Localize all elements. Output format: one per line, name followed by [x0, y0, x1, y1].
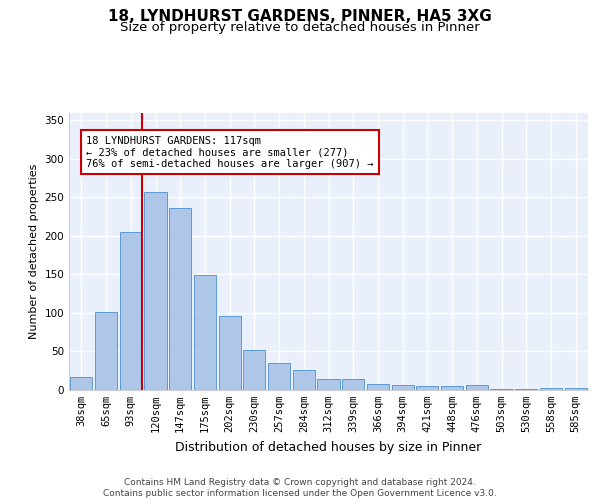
Bar [317, 379, 340, 390]
Bar [441, 386, 463, 390]
Bar [145, 192, 167, 390]
Bar [169, 208, 191, 390]
Bar [243, 350, 265, 390]
Bar [565, 388, 587, 390]
Bar [540, 388, 562, 390]
Bar [342, 379, 364, 390]
Bar [490, 389, 512, 390]
Bar [268, 363, 290, 390]
Text: 18 LYNDHURST GARDENS: 117sqm
← 23% of detached houses are smaller (277)
76% of s: 18 LYNDHURST GARDENS: 117sqm ← 23% of de… [86, 136, 373, 169]
Bar [392, 384, 414, 390]
Text: Size of property relative to detached houses in Pinner: Size of property relative to detached ho… [120, 21, 480, 34]
Y-axis label: Number of detached properties: Number of detached properties [29, 164, 39, 339]
Bar [466, 386, 488, 390]
Bar [218, 316, 241, 390]
Bar [119, 232, 142, 390]
Text: Contains HM Land Registry data © Crown copyright and database right 2024.
Contai: Contains HM Land Registry data © Crown c… [103, 478, 497, 498]
X-axis label: Distribution of detached houses by size in Pinner: Distribution of detached houses by size … [175, 440, 482, 454]
Bar [293, 370, 315, 390]
Bar [194, 275, 216, 390]
Bar [70, 377, 92, 390]
Bar [367, 384, 389, 390]
Text: 18, LYNDHURST GARDENS, PINNER, HA5 3XG: 18, LYNDHURST GARDENS, PINNER, HA5 3XG [108, 9, 492, 24]
Bar [515, 389, 538, 390]
Bar [416, 386, 439, 390]
Bar [95, 312, 117, 390]
